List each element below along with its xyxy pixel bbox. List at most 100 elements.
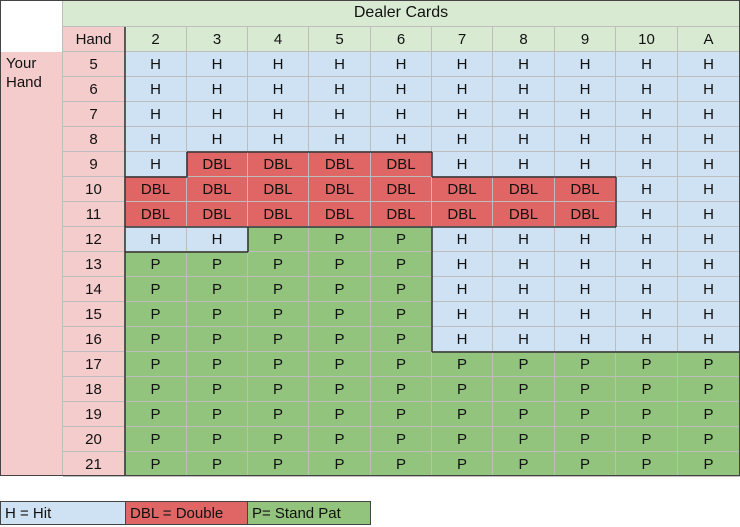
strategy-cell: P <box>493 402 555 427</box>
strategy-cell: H <box>371 77 432 102</box>
strategy-cell: DBL <box>555 202 616 227</box>
strategy-cell: H <box>432 77 493 102</box>
strategy-cell: P <box>493 377 555 402</box>
hand-total-label: 10 <box>63 177 125 202</box>
strategy-cell: H <box>432 302 493 327</box>
strategy-cell: P <box>371 377 432 402</box>
dealer-card-header: 7 <box>432 27 493 52</box>
strategy-cell: H <box>187 127 248 152</box>
strategy-cell: H <box>125 77 187 102</box>
strategy-cell: P <box>248 277 309 302</box>
strategy-cell: P <box>432 427 493 452</box>
strategy-cell: H <box>555 52 616 77</box>
strategy-cell: P <box>125 452 187 477</box>
hand-total-label: 16 <box>63 327 125 352</box>
hand-total-label: 18 <box>63 377 125 402</box>
strategy-cell: H <box>187 52 248 77</box>
strategy-cell: DBL <box>309 152 371 177</box>
strategy-cell: H <box>432 252 493 277</box>
strategy-cell: P <box>309 327 371 352</box>
strategy-cell: P <box>371 227 432 252</box>
strategy-cell: DBL <box>493 202 555 227</box>
strategy-cell: P <box>555 402 616 427</box>
your-hand-label: Your Hand <box>0 52 63 476</box>
strategy-cell: P <box>432 402 493 427</box>
dealer-cards-title: Dealer Cards <box>63 0 740 27</box>
strategy-cell: P <box>309 427 371 452</box>
strategy-cell: P <box>125 302 187 327</box>
strategy-cell: H <box>616 152 678 177</box>
strategy-cell: P <box>125 277 187 302</box>
hand-total-label: 5 <box>63 52 125 77</box>
strategy-cell: P <box>187 452 248 477</box>
strategy-cell: H <box>432 52 493 77</box>
strategy-cell: H <box>555 152 616 177</box>
strategy-cell: H <box>678 177 740 202</box>
strategy-cell: H <box>616 102 678 127</box>
strategy-cell: P <box>678 377 740 402</box>
strategy-cell: P <box>371 452 432 477</box>
strategy-cell: DBL <box>555 177 616 202</box>
legend-stand: P= Stand Pat <box>247 501 371 525</box>
strategy-cell: DBL <box>371 202 432 227</box>
strategy-cell: H <box>187 102 248 127</box>
strategy-cell: H <box>187 77 248 102</box>
strategy-cell: P <box>309 452 371 477</box>
dealer-card-header: 10 <box>616 27 678 52</box>
strategy-cell: H <box>678 202 740 227</box>
strategy-cell: H <box>678 127 740 152</box>
strategy-cell: H <box>493 227 555 252</box>
strategy-cell: H <box>309 127 371 152</box>
strategy-cell: H <box>678 327 740 352</box>
strategy-cell: P <box>616 402 678 427</box>
strategy-cell: DBL <box>371 152 432 177</box>
strategy-cell: H <box>493 252 555 277</box>
strategy-cell: H <box>616 177 678 202</box>
strategy-cell: P <box>555 452 616 477</box>
strategy-cell: H <box>493 77 555 102</box>
legend-double-label: DBL = Double <box>130 504 224 522</box>
hand-total-label: 19 <box>63 402 125 427</box>
strategy-cell: P <box>125 377 187 402</box>
legend-hit-label: H = Hit <box>5 504 52 522</box>
dealer-card-header: 4 <box>248 27 309 52</box>
strategy-cell: H <box>493 152 555 177</box>
strategy-cell: H <box>555 252 616 277</box>
hand-total-label: 9 <box>63 152 125 177</box>
strategy-cell: H <box>309 102 371 127</box>
strategy-cell: H <box>432 127 493 152</box>
strategy-cell: H <box>555 127 616 152</box>
strategy-cell: DBL <box>187 177 248 202</box>
strategy-cell: H <box>678 52 740 77</box>
dealer-card-header: 2 <box>125 27 187 52</box>
strategy-cell: H <box>371 52 432 77</box>
strategy-cell: P <box>248 302 309 327</box>
strategy-cell: H <box>678 152 740 177</box>
strategy-cell: H <box>493 52 555 77</box>
strategy-cell: P <box>371 252 432 277</box>
strategy-cell: P <box>187 352 248 377</box>
dealer-card-header: 6 <box>371 27 432 52</box>
strategy-cell: P <box>432 377 493 402</box>
strategy-cell: DBL <box>248 152 309 177</box>
hand-total-label: 8 <box>63 127 125 152</box>
strategy-cell: H <box>371 102 432 127</box>
strategy-cell: H <box>125 152 187 177</box>
strategy-cell: H <box>616 127 678 152</box>
strategy-cell: P <box>248 452 309 477</box>
strategy-cell: P <box>248 402 309 427</box>
strategy-cell: P <box>371 352 432 377</box>
strategy-cell: P <box>248 377 309 402</box>
strategy-cell: H <box>616 52 678 77</box>
strategy-cell: DBL <box>248 202 309 227</box>
strategy-cell: H <box>248 77 309 102</box>
strategy-cell: H <box>616 327 678 352</box>
strategy-cell: P <box>309 227 371 252</box>
strategy-cell: H <box>555 277 616 302</box>
legend-double: DBL = Double <box>125 501 248 525</box>
strategy-cell: P <box>432 352 493 377</box>
strategy-cell: P <box>309 352 371 377</box>
strategy-cell: H <box>371 127 432 152</box>
strategy-cell: P <box>371 402 432 427</box>
hand-column-header: Hand <box>63 27 125 52</box>
